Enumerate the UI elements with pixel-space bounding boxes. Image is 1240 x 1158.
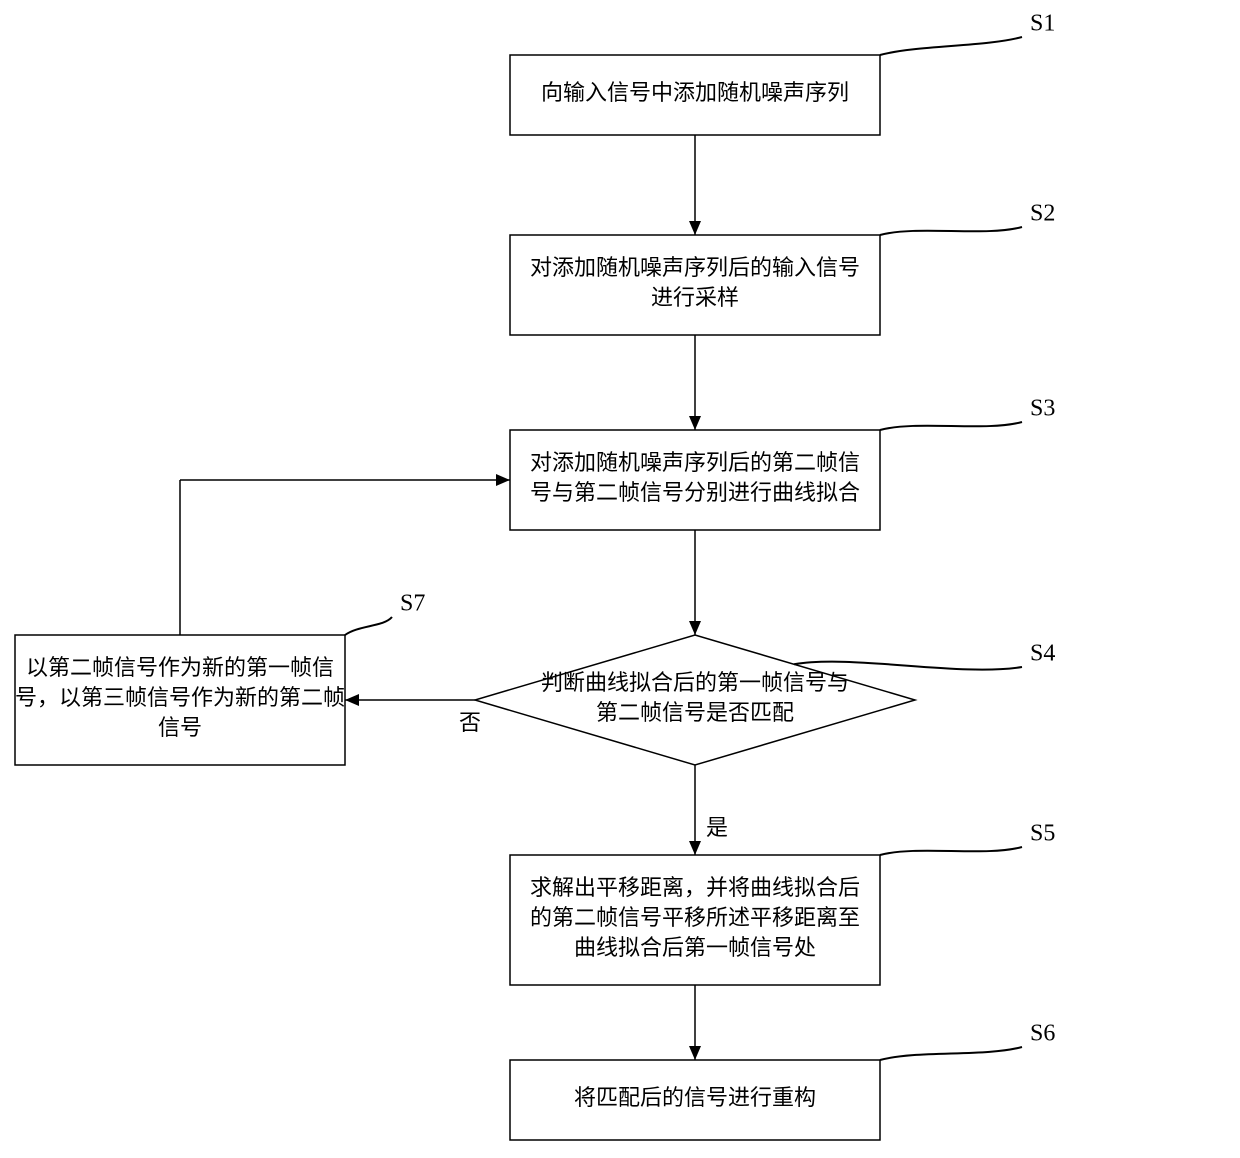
node-s1-line-0: 向输入信号中添加随机噪声序列	[541, 80, 849, 105]
label-s4: S4	[1030, 641, 1055, 667]
node-s7: 以第二帧信号作为新的第一帧信号，以第三帧信号作为新的第二帧信号 S7	[15, 591, 425, 766]
node-s2-line-1: 进行采样	[651, 285, 739, 310]
node-s2-line-0: 对添加随机噪声序列后的输入信号	[530, 255, 860, 280]
node-s7-line-2: 信号	[158, 715, 202, 740]
callout-s5	[880, 847, 1022, 855]
label-s5: S5	[1030, 821, 1055, 847]
callout-s6	[880, 1047, 1022, 1060]
label-s3: S3	[1030, 396, 1055, 422]
label-s1: S1	[1030, 11, 1055, 37]
node-s3-line-0: 对添加随机噪声序列后的第二帧信	[530, 450, 860, 475]
callout-s4	[794, 662, 1022, 670]
label-s6: S6	[1030, 1021, 1055, 1047]
node-s3-line-1: 号与第二帧信号分别进行曲线拟合	[530, 480, 860, 505]
callout-s2	[880, 227, 1022, 235]
node-s4-line-0: 判断曲线拟合后的第一帧信号与	[541, 670, 849, 695]
node-s6-line-0: 将匹配后的信号进行重构	[574, 1085, 816, 1110]
edge-s4-s7: 否	[345, 700, 481, 735]
node-s7-line-1: 号，以第三帧信号作为新的第二帧	[15, 685, 345, 710]
label-s2: S2	[1030, 201, 1055, 227]
edge-s4-s5: 是	[695, 765, 728, 855]
node-s4: 判断曲线拟合后的第一帧信号与第二帧信号是否匹配 S4	[475, 635, 1055, 765]
node-s5-line-0: 求解出平移距离，并将曲线拟合后	[530, 875, 860, 900]
node-s1: 向输入信号中添加随机噪声序列 S1	[510, 11, 1055, 136]
edge-s7-s3	[180, 480, 510, 635]
callout-s3	[880, 422, 1022, 430]
node-s3: 对添加随机噪声序列后的第二帧信号与第二帧信号分别进行曲线拟合 S3	[510, 396, 1055, 531]
node-s5: 求解出平移距离，并将曲线拟合后的第二帧信号平移所述平移距离至曲线拟合后第一帧信号…	[510, 821, 1055, 986]
node-s2: 对添加随机噪声序列后的输入信号进行采样 S2	[510, 201, 1055, 336]
node-s4-line-1: 第二帧信号是否匹配	[596, 700, 794, 725]
node-s6: 将匹配后的信号进行重构 S6	[510, 1021, 1055, 1141]
node-s5-line-1: 的第二帧信号平移所述平移距离至	[530, 905, 860, 930]
edge-label-3: 是	[706, 815, 728, 840]
node-s7-line-0: 以第二帧信号作为新的第一帧信	[26, 655, 334, 680]
label-s7: S7	[400, 591, 425, 617]
edge-label-5: 否	[459, 710, 481, 735]
callout-s1	[880, 37, 1022, 55]
node-s5-line-2: 曲线拟合后第一帧信号处	[574, 935, 816, 960]
callout-s7	[345, 617, 392, 635]
